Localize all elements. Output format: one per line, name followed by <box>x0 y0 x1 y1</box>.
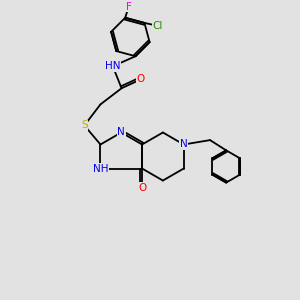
Text: NH: NH <box>93 164 108 173</box>
Text: F: F <box>126 2 132 12</box>
Text: N: N <box>117 128 125 137</box>
Text: O: O <box>138 183 146 193</box>
Text: N: N <box>180 140 188 149</box>
Text: Cl: Cl <box>152 21 163 31</box>
Text: O: O <box>136 74 145 85</box>
Text: HN: HN <box>105 61 121 71</box>
Text: S: S <box>81 121 88 130</box>
